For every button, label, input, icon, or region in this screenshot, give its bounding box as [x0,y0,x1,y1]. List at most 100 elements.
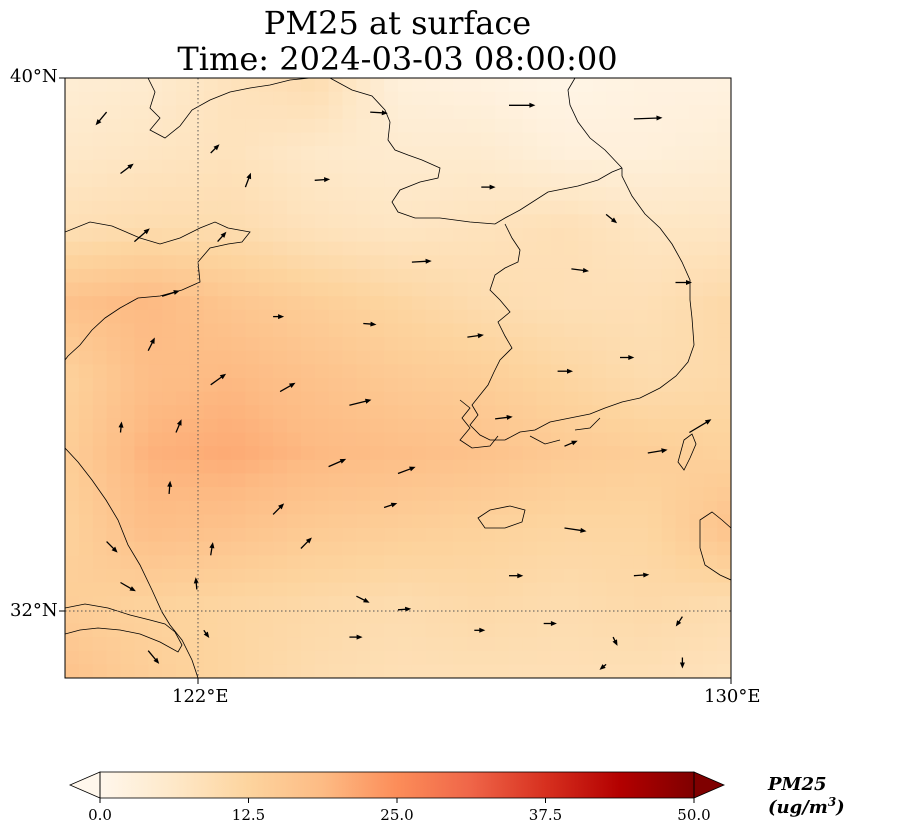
heatmap-cell [675,118,690,134]
heatmap-cell [384,78,399,93]
heatmap-cell [606,268,621,284]
heatmap-cell [314,650,330,665]
heatmap-cell [606,228,621,243]
heatmap-cell [675,541,690,556]
heatmap-cell [620,528,635,543]
heatmap-cell [106,187,122,202]
heatmap-cell [189,623,205,638]
heatmap-cell [176,241,191,256]
heatmap-cell [189,214,205,229]
heatmap-cell [550,555,566,570]
heatmap-cell [522,623,538,638]
heatmap-cell [356,228,371,243]
heatmap-cell [633,609,649,625]
heatmap-cell [550,446,566,461]
heatmap-cell [106,609,122,625]
heatmap-cell [65,364,80,379]
heatmap-cell [370,350,385,365]
heatmap-cell [314,405,330,420]
lon-label-130: 130°E [704,686,761,707]
heatmap-cell [592,650,607,665]
heatmap-cell [606,514,621,529]
heatmap-cell [370,146,385,161]
heatmap-cell [162,268,177,284]
heatmap-cell [148,405,163,420]
heatmap-cell [384,268,399,284]
heatmap-cell [65,200,80,215]
heatmap-cell [314,514,330,529]
heatmap-cell [120,91,135,106]
heatmap-cell [328,241,344,256]
heatmap-cell [162,323,177,338]
heatmap-cell [134,473,149,488]
heatmap-cell [647,173,663,188]
heatmap-cell [92,296,108,311]
heatmap-cell [411,446,427,461]
heatmap-cell [522,582,538,597]
heatmap-cell [717,309,731,325]
heatmap-cell [633,364,649,379]
heatmap-cell [453,105,468,120]
wind-arrow-shaft [97,111,108,123]
heatmap-cell [342,446,357,461]
heatmap-cell [633,418,649,434]
heatmap-cell [78,296,94,311]
heatmap-cell [78,105,94,120]
wind-arrow [147,337,155,351]
heatmap-cell [495,514,510,529]
heatmap-cell [176,173,191,188]
heatmap-cell [675,364,690,379]
heatmap-cell [398,296,413,311]
heatmap-cell [439,255,455,270]
heatmap-cell [356,214,371,229]
heatmap-cell [398,364,413,379]
heatmap-cell [245,459,260,475]
heatmap-cell [703,200,718,215]
heatmap-cell [647,132,663,147]
heatmap-cell [398,91,413,106]
lat-label-32: 32°N [10,600,58,621]
heatmap-cell [78,200,94,215]
heatmap-cell [606,582,621,597]
heatmap-cell [342,596,357,611]
heatmap-cell [606,391,621,406]
heatmap-cell [439,500,455,515]
colorbar-label-superscript: 3 [827,795,837,809]
heatmap-cell [564,391,579,406]
heatmap-cell [92,132,108,147]
heatmap-cell [92,528,108,543]
heatmap-cell [65,309,80,325]
heatmap-cell [578,350,593,365]
heatmap-cell [162,609,177,625]
heatmap-cell [314,623,330,638]
heatmap-cell [231,405,246,420]
heatmap-cell [620,623,635,638]
heatmap-cell [356,514,371,529]
heatmap-cell [509,623,524,638]
heatmap-cell [189,514,205,529]
heatmap-cell [134,323,149,338]
heatmap-cell [703,337,718,352]
heatmap-cell [287,473,302,488]
heatmap-cell [328,555,344,570]
heatmap-cell [647,473,663,488]
heatmap-cell [398,405,413,420]
heatmap-cell [703,228,718,243]
heatmap-cell [342,473,357,488]
heatmap-cell [481,146,496,161]
heatmap-cell [717,582,731,597]
heatmap-cell [384,200,399,215]
heatmap-cell [203,296,219,311]
heatmap-cell [647,609,663,625]
heatmap-cell [675,487,690,502]
heatmap-cell [481,459,496,475]
heatmap-cell [467,78,482,93]
heatmap-cell [689,323,704,338]
heatmap-cell [717,568,731,584]
heatmap-cell [231,105,246,120]
heatmap-cell [189,391,205,406]
heatmap-cell [509,364,524,379]
heatmap-cell [633,241,649,256]
heatmap-cell [189,268,205,284]
heatmap-cell [592,541,607,556]
